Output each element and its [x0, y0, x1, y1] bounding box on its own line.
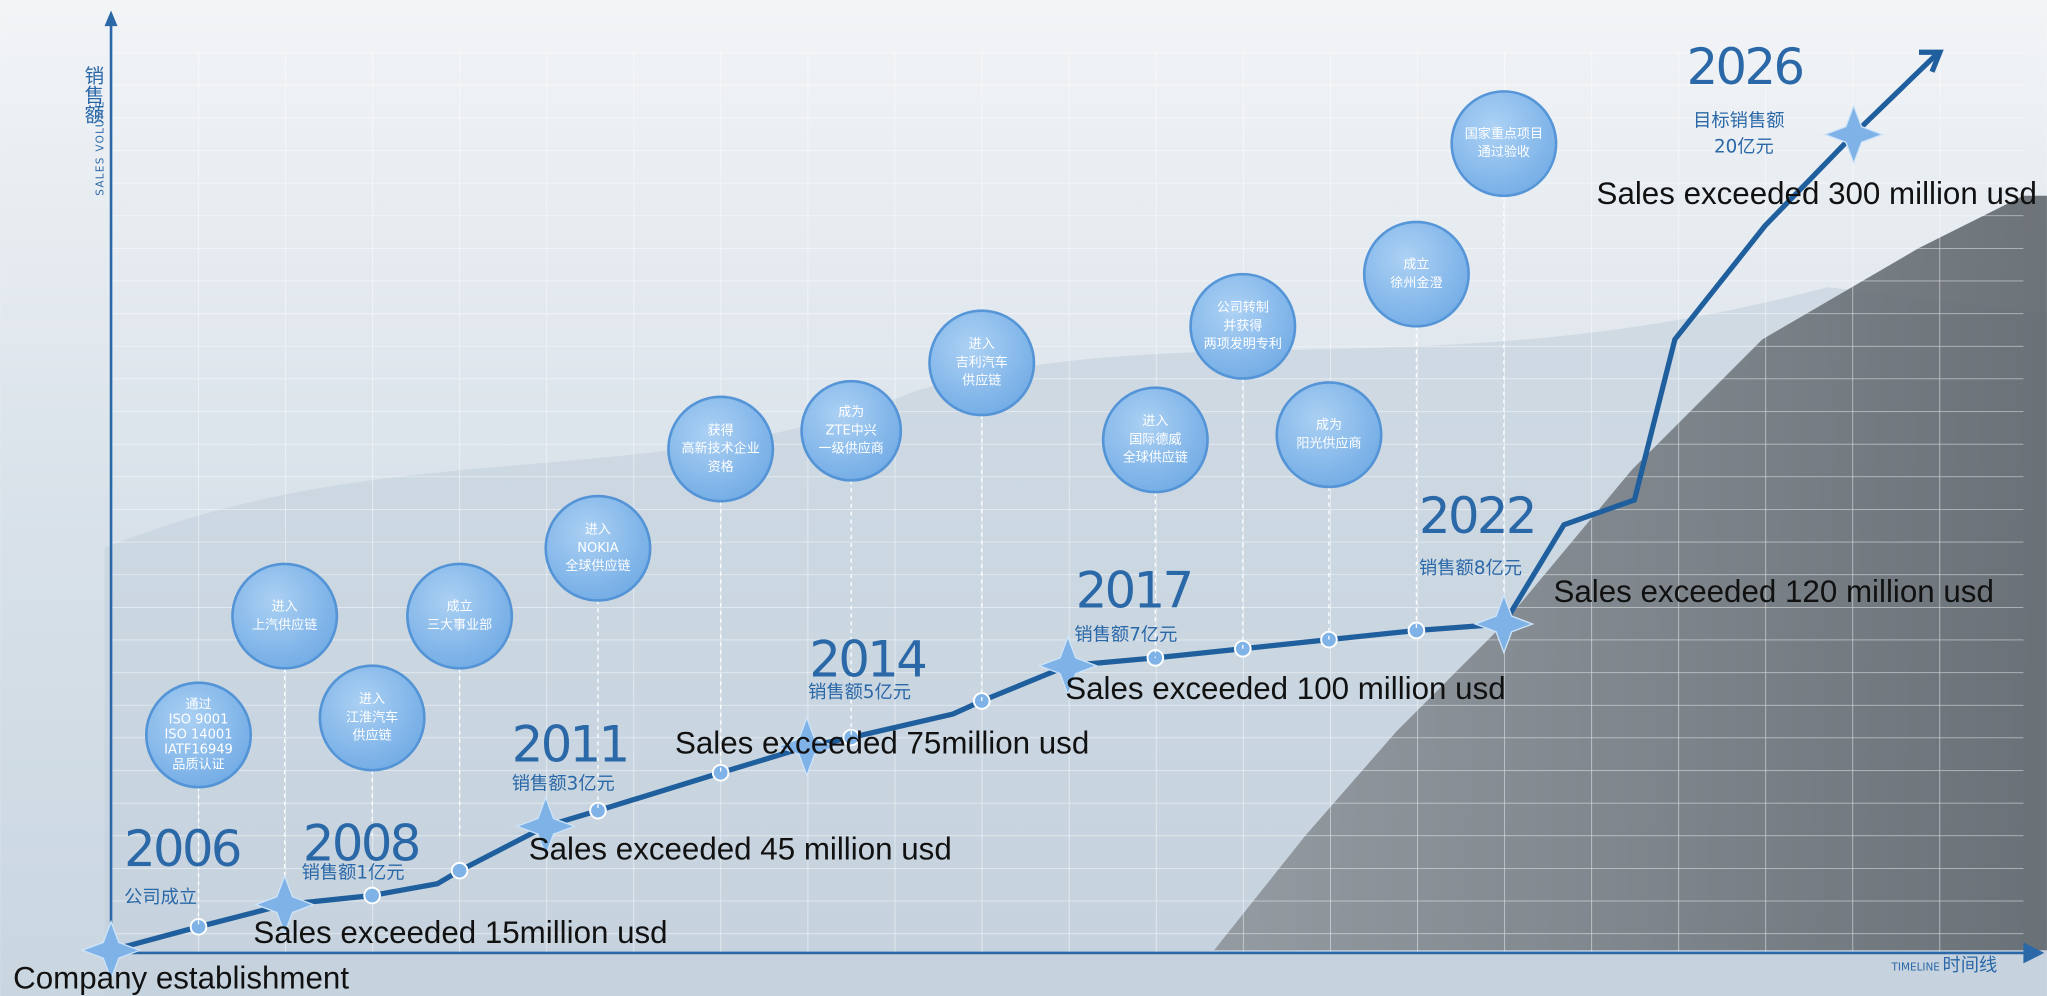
milestone-english: Sales exceeded 45 million usd	[529, 831, 952, 866]
event-text: 并获得	[1223, 318, 1262, 334]
x-axis-sublabel: TIMELINE	[1891, 961, 1940, 973]
milestone-english: Company establishment	[13, 961, 349, 996]
event-bubble	[1452, 91, 1556, 195]
milestone-year: 2026	[1687, 38, 1803, 96]
event-text: 成为	[838, 405, 864, 420]
event-text: NOKIA	[577, 541, 618, 556]
page: 销售额 SALES VOLUME TIMELINE 时间线 通过ISO 9001…	[0, 0, 2047, 996]
event-text: 高新技术企业	[682, 441, 760, 457]
milestone-year: 2006	[124, 820, 240, 878]
milestone-label: 20亿元	[1714, 137, 1774, 158]
event-text: 国家重点项目	[1465, 126, 1543, 142]
event-text: 品质认证	[172, 757, 224, 772]
event-text: 吉利汽车	[956, 354, 1008, 370]
milestone-english: Sales exceeded 100 million usd	[1065, 671, 1505, 706]
y-axis-sublabel: SALES VOLUME	[95, 100, 107, 196]
event-text: IATF16949	[164, 742, 233, 757]
event-text: 一级供应商	[819, 441, 884, 457]
event-bubble	[232, 564, 336, 668]
event-text: ISO 9001	[169, 712, 229, 727]
event-bubble	[1277, 382, 1381, 486]
event-text: 徐州金澄	[1390, 275, 1442, 291]
event-text: 通过验收	[1478, 144, 1530, 160]
event-text: 获得	[708, 422, 734, 438]
timeline-diagram: 销售额 SALES VOLUME TIMELINE 时间线 通过ISO 9001…	[0, 0, 2047, 996]
line-dot	[364, 888, 380, 904]
event-text: ISO 14001	[164, 727, 232, 742]
milestone-english: Sales exceeded 120 million usd	[1553, 574, 1993, 609]
event-text: 江淮汽车	[346, 709, 398, 725]
milestone-year: 2014	[809, 631, 925, 689]
event-text: 进入	[969, 337, 995, 352]
event-text: 上汽供应链	[252, 617, 317, 633]
event-text: ZTE中兴	[826, 423, 877, 438]
line-dot	[452, 863, 468, 879]
event-text: 成为	[1316, 418, 1342, 433]
event-bubble	[1364, 222, 1468, 326]
event-text: 通过	[185, 697, 211, 712]
milestone-label: 销售额3亿元	[512, 774, 615, 795]
milestone-label: 销售额1亿元	[302, 862, 405, 883]
event-text: 阳光供应商	[1296, 435, 1361, 451]
event-text: 资格	[708, 459, 734, 475]
milestone-english: Sales exceeded 75million usd	[675, 726, 1089, 761]
event-text: 成立	[447, 599, 473, 614]
x-axis-label: 时间线	[1942, 955, 1997, 976]
event-text: 三大事业部	[427, 618, 492, 633]
milestone-english: Sales exceeded 300 million usd	[1597, 176, 2037, 211]
event-text: 供应链	[962, 373, 1001, 389]
event-text: 全球供应链	[1123, 450, 1188, 466]
event-text: 成立	[1403, 257, 1429, 272]
event-text: 供应链	[353, 728, 392, 744]
milestone-label: 目标销售额	[1693, 110, 1784, 131]
event-text: 进入	[1142, 414, 1168, 429]
milestone-year: 2011	[512, 715, 628, 773]
milestone-year: 2022	[1419, 487, 1535, 545]
milestone-label: 销售额5亿元	[808, 682, 911, 703]
event-text: 国际德威	[1129, 432, 1181, 447]
line-dot	[1321, 632, 1337, 648]
event-text: 全球供应链	[565, 558, 630, 574]
event-text: 进入	[359, 692, 385, 707]
milestone-label: 销售额7亿元	[1074, 625, 1177, 646]
milestone-english: Sales exceeded 15million usd	[253, 915, 667, 950]
event-text: 进入	[585, 522, 611, 537]
milestone-label: 公司成立	[124, 887, 197, 908]
event-text: 进入	[272, 599, 298, 614]
event-text: 公司转制	[1217, 301, 1269, 316]
event-text: 两项发明专利	[1204, 336, 1282, 352]
event-bubble	[407, 564, 511, 668]
milestone-label: 销售额8亿元	[1419, 558, 1522, 579]
milestone-year: 2017	[1076, 561, 1192, 619]
